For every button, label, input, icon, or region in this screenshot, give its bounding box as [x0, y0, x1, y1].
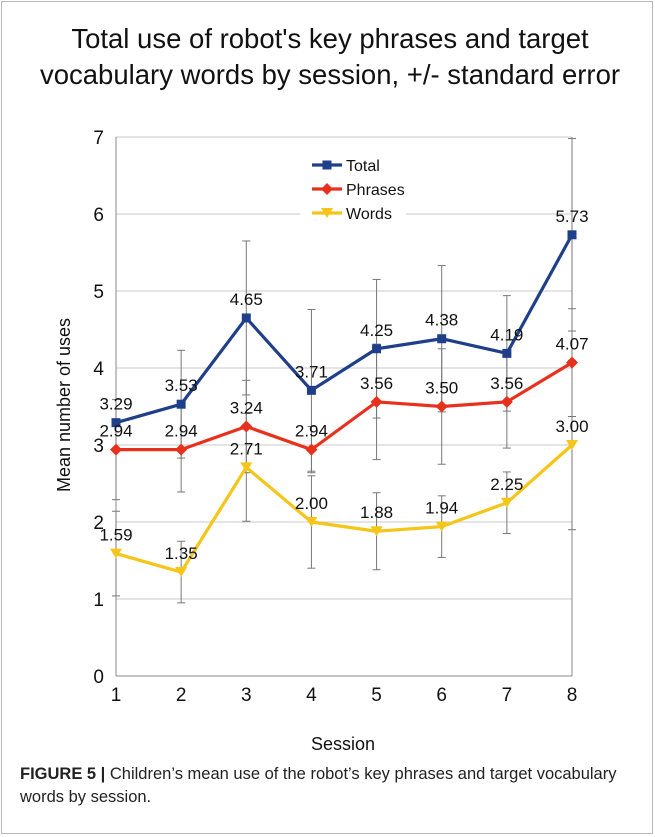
data-label-total-4: 3.71 [295, 362, 328, 381]
data-label-phrases-7: 3.56 [490, 374, 523, 393]
legend-label-total: Total [346, 158, 380, 175]
data-label-phrases-4: 2.94 [295, 422, 328, 441]
data-label-phrases-8: 4.07 [555, 335, 588, 354]
data-label-words-4: 2.00 [295, 494, 328, 513]
legend-marker-total [322, 160, 332, 170]
data-label-words-6: 1.94 [425, 499, 458, 518]
data-label-total-5: 4.25 [360, 321, 393, 340]
figure-caption: FIGURE 5 | Children’s mean use of the ro… [20, 763, 640, 809]
y-tick-label-1: 1 [93, 590, 104, 611]
data-point-total-4 [306, 385, 316, 395]
x-tick-label-0: 1 [111, 685, 122, 706]
y-tick-label-5: 5 [93, 282, 104, 303]
series-line-total [115, 234, 574, 425]
data-point-total-5 [372, 344, 382, 354]
data-point-words-5 [370, 526, 383, 537]
data-point-phrases-2 [175, 443, 188, 456]
data-point-words-2 [175, 567, 188, 578]
data-point-total-8 [567, 230, 577, 240]
data-point-phrases-1 [110, 443, 122, 456]
data-label-total-6: 4.38 [425, 311, 458, 330]
data-point-total-7 [502, 348, 512, 358]
series-line-words [115, 443, 574, 574]
data-point-total-6 [437, 334, 447, 344]
data-label-phrases-6: 3.50 [425, 379, 458, 398]
data-label-phrases-5: 3.56 [360, 374, 393, 393]
legend-marker-words [321, 208, 333, 218]
y-axis-label: Mean number of uses [54, 318, 74, 492]
x-tick-label-7: 8 [567, 685, 578, 706]
data-label-total-2: 3.53 [165, 376, 198, 395]
data-label-total-3: 4.65 [230, 290, 263, 309]
legend-label-phrases: Phrases [346, 182, 405, 199]
data-point-words-4 [305, 517, 318, 527]
data-point-words-7 [500, 497, 513, 508]
x-tick-label-4: 5 [371, 685, 382, 706]
data-label-total-8: 5.73 [555, 207, 588, 226]
data-label-total-7: 4.19 [490, 325, 523, 344]
x-tick-label-2: 3 [241, 685, 252, 706]
data-point-total-1 [111, 418, 121, 428]
x-tick-label-3: 4 [306, 685, 317, 706]
data-label-phrases-1: 2.94 [99, 422, 132, 441]
x-tick-label-5: 6 [436, 685, 447, 706]
data-label-words-7: 2.25 [490, 475, 523, 494]
data-label-words-1: 1.59 [99, 526, 132, 545]
data-label-words-8: 3.00 [555, 417, 588, 436]
caption-text: Children’s mean use of the robot’s key p… [20, 765, 617, 806]
x-tick-label-1: 2 [176, 685, 187, 706]
legend-marker-phrases [321, 183, 333, 195]
data-point-words-8 [566, 440, 578, 450]
data-point-total-3 [241, 313, 251, 323]
y-tick-label-2: 2 [93, 513, 104, 534]
data-label-words-5: 1.88 [360, 503, 393, 522]
data-point-phrases-4 [305, 443, 318, 456]
y-tick-label-0: 0 [93, 667, 104, 688]
y-tick-label-6: 6 [93, 205, 104, 226]
data-point-words-1 [110, 548, 122, 559]
data-point-words-3 [240, 462, 253, 473]
data-point-phrases-3 [240, 420, 253, 433]
data-point-words-6 [435, 521, 448, 532]
x-axis-label: Session [311, 734, 375, 754]
chart-title-line-2: vocabulary words by session, +/- standar… [40, 59, 620, 90]
line-chart: Total use of robot's key phrases and tar… [40, 23, 620, 754]
data-point-total-2 [176, 399, 186, 409]
data-point-phrases-5 [370, 395, 383, 408]
caption-label: FIGURE 5 | [20, 765, 106, 783]
data-label-words-3: 2.71 [230, 439, 263, 458]
data-label-words-2: 1.35 [165, 544, 198, 563]
y-tick-label-4: 4 [93, 359, 104, 380]
data-point-phrases-6 [435, 400, 448, 413]
x-tick-label-6: 7 [502, 685, 513, 706]
y-tick-label-3: 3 [93, 436, 104, 457]
data-label-phrases-2: 2.94 [165, 422, 198, 441]
data-point-phrases-8 [566, 356, 578, 369]
y-tick-label-7: 7 [93, 128, 104, 149]
data-label-total-1: 3.29 [99, 395, 132, 414]
data-label-phrases-3: 3.24 [230, 399, 263, 418]
legend-label-words: Words [346, 206, 392, 223]
chart-title-line-1: Total use of robot's key phrases and tar… [71, 23, 589, 54]
data-point-phrases-7 [500, 395, 513, 408]
series-line-phrases [116, 361, 573, 452]
